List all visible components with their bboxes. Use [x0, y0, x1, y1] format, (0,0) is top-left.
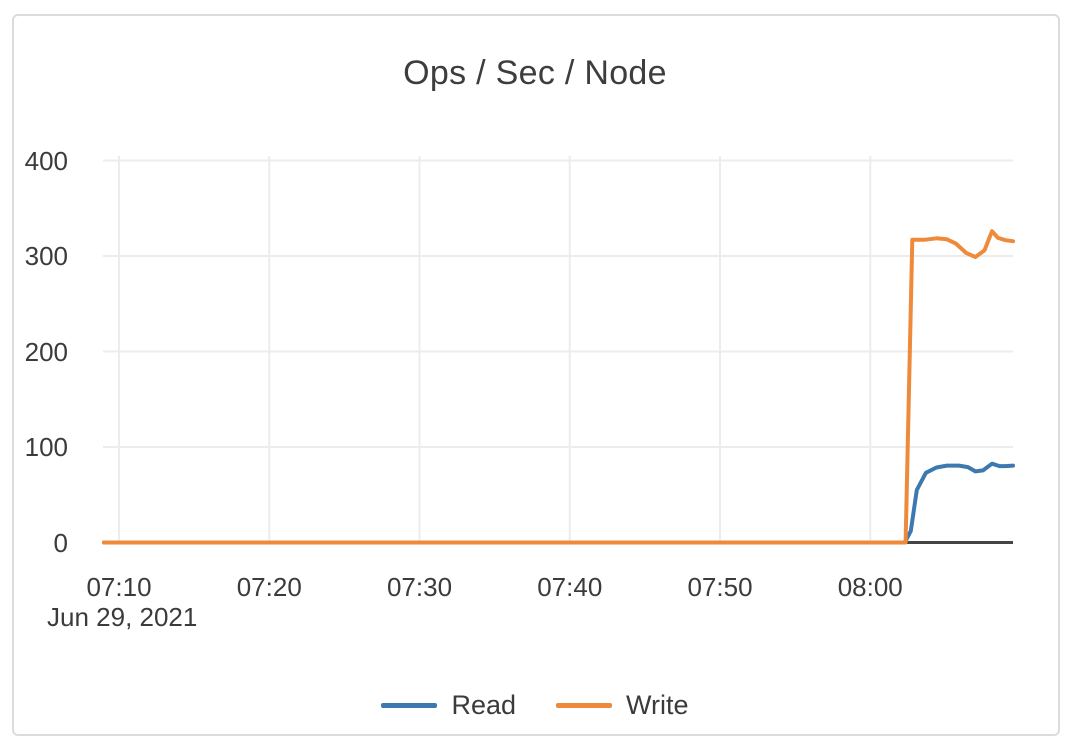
x-tick-label: 07:40: [537, 572, 603, 602]
write-line-swatch-icon: [556, 703, 613, 708]
y-tick-label: 200: [24, 336, 68, 367]
read-line: [102, 461, 1015, 545]
x-tick-label: 07:10: [86, 572, 152, 602]
x-tick-label: 07:30: [386, 572, 453, 602]
y-tick-label: 300: [24, 241, 68, 271]
legend-item-write[interactable]: Write: [556, 690, 689, 721]
x-tick-label: 08:00: [837, 572, 903, 602]
chart-title: Ops / Sec / Node: [403, 54, 667, 92]
legend-item-read[interactable]: Read: [381, 690, 516, 721]
legend-label-read: Read: [451, 690, 517, 720]
legend: Read Write: [0, 690, 1070, 721]
x-tick-label: 07:50: [687, 572, 753, 602]
y-tick-label: 0: [53, 527, 68, 558]
x-tick-label: 07:20: [236, 572, 302, 602]
x-axis-date-label: Jun 29, 2021: [47, 602, 198, 632]
y-tick-label: 100: [24, 432, 68, 462]
chart-panel: [12, 14, 1060, 736]
write-line: [102, 229, 1015, 545]
legend-label-write: Write: [626, 690, 689, 720]
read-line-swatch-icon: [381, 703, 438, 708]
y-tick-label: 400: [24, 145, 68, 176]
